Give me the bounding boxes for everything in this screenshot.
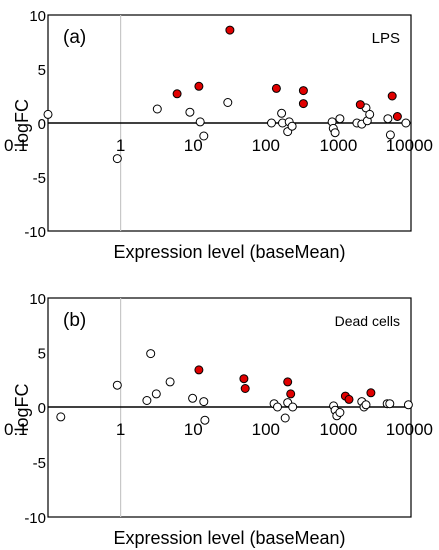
data-point-open [401,118,411,128]
x-tick-label: 1000 [319,136,357,155]
data-point-highlighted [392,112,402,121]
data-point-open [277,108,287,118]
scatter-panel-a: 10 5 0 -5 -10 0.1 1 10 100 1000 10000 logFC Expressi… [4,8,433,262]
panel-label: (a) [63,27,86,48]
x-tick-label: 1000 [319,420,357,439]
x-tick-label: 100 [252,136,280,155]
data-point-open [223,98,233,107]
x-tick-label: 100 [252,420,280,439]
y-tick-label: -10 [24,510,46,527]
x-tick-label: 0.1 [4,136,28,155]
y-tick-label: 10 [29,291,46,308]
data-point-highlighted [355,100,365,110]
data-point-open [365,109,375,119]
data-point-open [335,114,345,124]
data-point-highlighted [225,25,235,35]
y-tick-label: -5 [33,455,46,472]
y-tick-label: -10 [24,224,46,241]
data-point-open [335,408,345,417]
y-tick-label: 5 [38,62,46,79]
data-point-highlighted [366,388,376,398]
data-point-highlighted [172,89,182,99]
data-point-open [200,415,210,425]
data-point-open [199,131,209,141]
data-point-open [267,118,276,128]
data-point-open [288,402,298,412]
data-point-open [151,389,161,399]
x-tick-label: 10 [184,420,203,439]
x-axis-title: Expression level (baseMean) [113,528,345,548]
x-tick-label: 10000 [386,420,433,439]
data-point-open [112,154,122,164]
data-point-open [385,399,395,409]
y-tick-label: 5 [38,346,46,363]
x-tick-label: 1 [116,420,125,439]
panel-label: (b) [63,310,86,331]
y-tick-label: 10 [29,8,46,25]
data-point-open [287,121,297,131]
panel-annotation: Dead cells [335,313,400,329]
data-point-open [56,412,66,422]
data-point-open [43,109,53,119]
data-point-highlighted [298,86,308,96]
data-point-open [188,393,198,403]
data-point-highlighted [387,91,397,101]
data-point-open [330,128,340,138]
data-point-open [385,130,395,140]
x-tick-label: 0.1 [4,420,28,439]
data-point-open [142,396,152,405]
data-point-highlighted [239,374,249,384]
x-tick-label: 10 [184,136,203,155]
data-point-open [403,400,413,410]
data-point-open [195,117,205,127]
y-tick-label: 0 [38,116,46,133]
data-point-highlighted [283,377,293,387]
data-point-highlighted [271,83,281,93]
x-tick-label: 10000 [386,136,433,155]
data-point-open [152,104,162,114]
panel-annotation: LPS [372,30,400,47]
y-tick-label: 0 [38,400,46,417]
data-point-highlighted [240,384,250,393]
data-point-highlighted [286,389,296,399]
scatter-panel-b: 10 5 0 -5 -10 0.1 1 10 100 1000 10000 logFC Expressi… [4,291,433,548]
data-point-open [361,400,371,410]
data-point-open [383,114,393,124]
data-point-open [280,413,290,423]
x-axis-title: Expression level (baseMean) [113,242,345,262]
data-point-open [273,402,282,412]
y-axis-title: logFC [12,99,32,147]
data-point-highlighted [194,365,204,375]
data-point-open [199,397,209,407]
data-point-open [146,349,156,359]
x-tick-label: 1 [116,136,125,155]
data-point-highlighted [298,99,308,109]
y-axis-title: logFC [12,383,32,431]
data-point-open [165,377,175,387]
data-point-highlighted [344,394,354,404]
data-point-open [112,380,122,390]
y-tick-label: -5 [33,170,46,187]
data-point-highlighted [194,81,204,91]
data-point-open [185,107,195,117]
